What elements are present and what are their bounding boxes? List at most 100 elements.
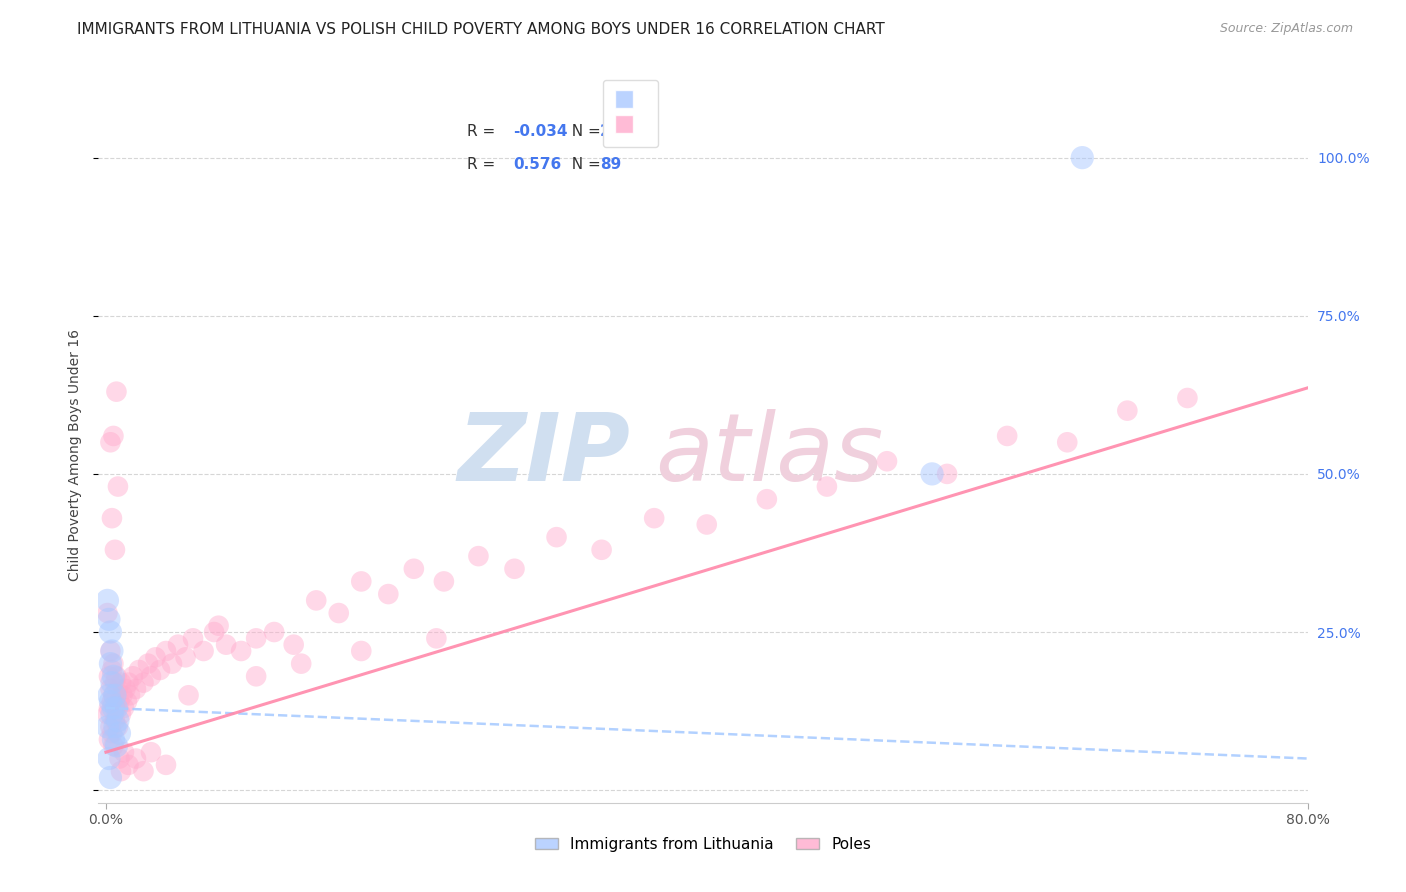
- Point: [100, 771, 122, 785]
- Point: [96, 593, 118, 607]
- Point: [591, 542, 613, 557]
- Point: [101, 675, 124, 690]
- Point: [125, 681, 148, 696]
- Point: [101, 726, 124, 740]
- Point: [104, 542, 127, 557]
- Point: [103, 701, 125, 715]
- Point: [96, 707, 118, 722]
- Point: [103, 669, 125, 683]
- Point: [107, 720, 129, 734]
- Point: [108, 726, 131, 740]
- Text: R =: R =: [467, 157, 501, 171]
- Point: [97, 732, 120, 747]
- Point: [1177, 391, 1199, 405]
- Text: IMMIGRANTS FROM LITHUANIA VS POLISH CHILD POVERTY AMONG BOYS UNDER 16 CORRELATIO: IMMIGRANTS FROM LITHUANIA VS POLISH CHIL…: [77, 22, 886, 37]
- Point: [100, 657, 122, 671]
- Point: [103, 732, 125, 747]
- Point: [107, 714, 129, 728]
- Point: [145, 650, 167, 665]
- Point: [643, 511, 665, 525]
- Point: [114, 681, 136, 696]
- Point: [117, 757, 139, 772]
- Text: 0.576: 0.576: [513, 157, 561, 171]
- Point: [305, 593, 328, 607]
- Point: [139, 669, 162, 683]
- Point: [503, 562, 526, 576]
- Point: [132, 675, 155, 690]
- Point: [160, 657, 183, 671]
- Point: [193, 644, 215, 658]
- Point: [402, 562, 425, 576]
- Point: [425, 632, 447, 646]
- Point: [149, 663, 172, 677]
- Point: [546, 530, 568, 544]
- Point: [104, 720, 127, 734]
- Point: [107, 681, 129, 696]
- Point: [112, 701, 135, 715]
- Point: [101, 511, 124, 525]
- Text: atlas: atlas: [655, 409, 883, 500]
- Y-axis label: Child Poverty Among Boys Under 16: Child Poverty Among Boys Under 16: [67, 329, 82, 581]
- Point: [167, 638, 190, 652]
- Point: [155, 757, 177, 772]
- Point: [118, 688, 141, 702]
- Point: [101, 707, 124, 722]
- Point: [104, 714, 127, 728]
- Point: [229, 644, 252, 658]
- Point: [995, 429, 1018, 443]
- Point: [122, 669, 145, 683]
- Point: [108, 695, 131, 709]
- Point: [100, 695, 122, 709]
- Point: [101, 695, 124, 709]
- Point: [115, 695, 138, 709]
- Point: [181, 632, 204, 646]
- Point: [110, 675, 132, 690]
- Point: [103, 657, 125, 671]
- Point: [103, 688, 125, 702]
- Point: [105, 701, 128, 715]
- Text: N =: N =: [561, 124, 605, 139]
- Point: [1116, 403, 1139, 417]
- Point: [100, 681, 122, 696]
- Point: [97, 688, 120, 702]
- Point: [105, 739, 128, 753]
- Point: [328, 606, 350, 620]
- Point: [290, 657, 312, 671]
- Point: [97, 612, 120, 626]
- Point: [103, 739, 125, 753]
- Point: [139, 745, 162, 759]
- Point: [96, 606, 118, 620]
- Point: [876, 454, 898, 468]
- Point: [177, 688, 200, 702]
- Point: [100, 644, 122, 658]
- Point: [128, 663, 150, 677]
- Point: [377, 587, 399, 601]
- Point: [100, 720, 122, 734]
- Point: [105, 701, 128, 715]
- Point: [110, 764, 132, 779]
- Point: [1056, 435, 1078, 450]
- Point: [100, 625, 122, 640]
- Point: [350, 574, 373, 589]
- Point: [101, 663, 124, 677]
- Point: [97, 701, 120, 715]
- Point: [467, 549, 489, 563]
- Point: [103, 429, 125, 443]
- Point: [100, 435, 122, 450]
- Point: [104, 675, 127, 690]
- Point: [132, 764, 155, 779]
- Point: [350, 644, 373, 658]
- Point: [155, 644, 177, 658]
- Point: [245, 632, 267, 646]
- Point: [755, 492, 778, 507]
- Point: [97, 751, 120, 765]
- Point: [110, 707, 132, 722]
- Point: [105, 669, 128, 683]
- Point: [283, 638, 305, 652]
- Point: [111, 688, 134, 702]
- Point: [215, 638, 238, 652]
- Point: [125, 751, 148, 765]
- Point: [136, 657, 159, 671]
- Point: [263, 625, 285, 640]
- Point: [1071, 151, 1094, 165]
